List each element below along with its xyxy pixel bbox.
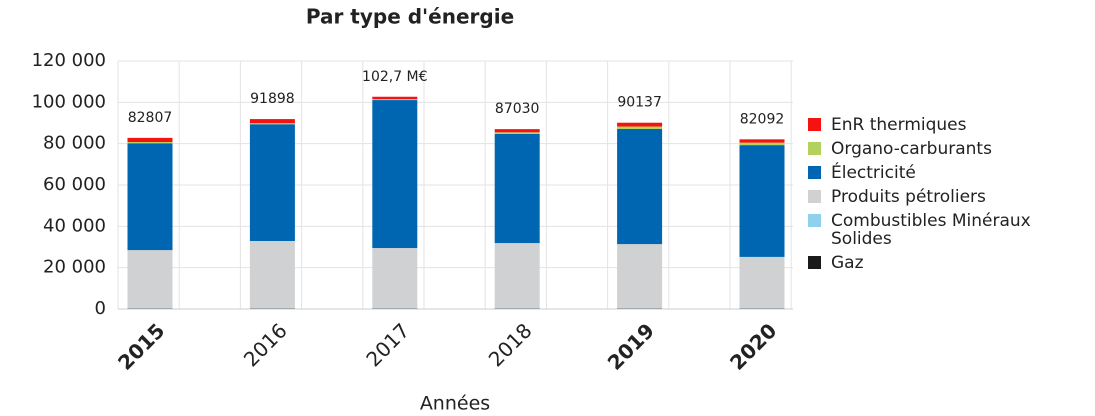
bar-segment [617,128,663,245]
total-label: 91898 [250,91,295,107]
total-label: 102,7 M€ [362,69,428,85]
bar-segment [372,96,418,100]
legend-swatch [808,214,821,227]
bar-segment [127,250,173,308]
bar-segment [372,99,418,101]
y-tick-label: 120 000 [32,50,106,71]
x-tick-label: 2016 [239,318,292,371]
legend-swatch [808,118,821,131]
x-tick-label: 2018 [484,318,537,371]
legend-item: Gaz [808,254,1048,272]
bar-segment [249,123,295,125]
y-tick-label: 20 000 [43,257,106,278]
bar-segment [617,122,663,127]
bar-segment [127,137,173,143]
bar-segment [249,124,295,242]
bar-segment [127,142,173,144]
legend-label: Électricité [831,163,916,183]
legend-label: Gaz [831,253,864,273]
legend-item: Combustibles Minéraux Solides [808,212,1048,248]
bar-segment [372,248,418,308]
legend-label: Organo-carburants [831,139,992,159]
legend: EnR thermiques Organo-carburants Électrici… [808,116,1048,278]
legend-label: Produits pétroliers [831,187,986,207]
legend-swatch [808,166,821,179]
bar-segment [739,139,785,143]
bar-segment [494,132,540,134]
x-tick-label: 2020 [725,318,781,374]
legend-item: EnR thermiques [808,116,1048,134]
bar-segment [739,142,785,146]
bar-segment [494,133,540,244]
bar-segment [249,241,295,308]
total-label: 82092 [740,111,785,127]
legend-label: EnR thermiques [831,115,967,135]
legend-swatch [808,142,821,155]
bar-segment [739,256,785,308]
x-tick-label: 2017 [361,318,414,371]
bar-segment [494,243,540,308]
legend-item: Produits pétroliers [808,188,1048,206]
legend-item: Organo-carburants [808,140,1048,158]
bar-segment [372,100,418,249]
total-label: 82807 [128,110,173,126]
y-tick-label: 100 000 [32,91,106,112]
bar-segment [739,145,785,257]
total-label: 87030 [495,101,540,117]
chart-title: Par type d'énergie [306,5,514,29]
bar-segment [617,126,663,129]
y-tick-label: 0 [95,298,106,319]
bar-segment [127,143,173,251]
x-tick-label: 2019 [603,318,659,374]
legend-item: Électricité [808,164,1048,182]
y-tick-label: 40 000 [43,215,106,236]
bar-segment [617,244,663,308]
legend-swatch [808,256,821,269]
y-tick-label: 60 000 [43,174,106,195]
x-tick-label: 2015 [113,318,169,374]
legend-swatch [808,190,821,203]
total-label: 90137 [617,95,662,111]
legend-label: Combustibles Minéraux Solides [831,211,1031,249]
bar-segment [249,119,295,124]
bar-segment [494,129,540,133]
y-tick-label: 80 000 [43,133,106,154]
x-axis-label: Années [420,393,490,415]
